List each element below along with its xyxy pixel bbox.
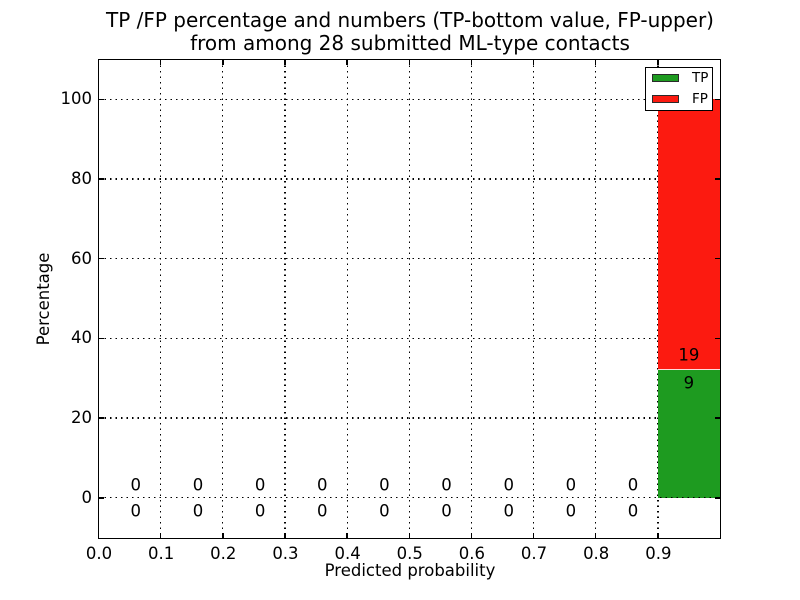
y-tick-mark bbox=[715, 337, 720, 340]
tp-count-label: 0 bbox=[503, 501, 514, 521]
y-tick-mark bbox=[98, 337, 104, 340]
fp-count-label: 0 bbox=[379, 475, 390, 495]
bar-segment-fp bbox=[657, 99, 720, 370]
tp-count-label: 0 bbox=[192, 501, 204, 521]
y-tick-label: 100 bbox=[60, 89, 93, 109]
tp-count-label: 9 bbox=[683, 373, 695, 393]
y-tick-mark bbox=[98, 98, 104, 101]
x-tick-mark bbox=[346, 59, 348, 65]
plot-area: 0 0 0 0 0 0 0 0 0 0 0 0 0 0 0 0 0 0 19 9 bbox=[97, 58, 721, 539]
chart-title-line1: TP /FP percentage and numbers (TP-bottom… bbox=[106, 8, 714, 32]
x-tick-mark bbox=[346, 533, 348, 538]
y-tick-mark bbox=[715, 98, 720, 101]
y-tick-mark bbox=[715, 257, 720, 260]
v-gridline bbox=[470, 59, 473, 538]
fp-count-label: 0 bbox=[565, 475, 577, 495]
legend-item-tp: TP bbox=[646, 68, 712, 89]
fp-count-label: 0 bbox=[627, 475, 639, 495]
tp-count-label: 0 bbox=[316, 501, 328, 521]
fp-swatch-icon bbox=[652, 95, 679, 103]
legend-label-tp: TP bbox=[692, 70, 709, 86]
fp-count-label: 19 bbox=[678, 345, 700, 365]
x-tick-mark bbox=[470, 59, 473, 65]
y-tick-mark bbox=[98, 257, 104, 260]
x-tick-mark bbox=[532, 59, 535, 65]
tp-count-label: 0 bbox=[565, 501, 577, 521]
y-tick-label: 80 bbox=[71, 169, 92, 189]
x-tick-mark bbox=[470, 533, 473, 538]
v-gridline bbox=[408, 59, 410, 538]
x-tick-label: 0.8 bbox=[583, 544, 610, 563]
x-tick-mark bbox=[97, 59, 100, 65]
legend: TP FP bbox=[645, 66, 713, 111]
v-gridline bbox=[160, 59, 162, 538]
tp-count-label: 0 bbox=[627, 501, 639, 521]
y-tick-mark bbox=[98, 178, 104, 180]
y-tick-mark bbox=[715, 178, 720, 180]
fp-count-label: 0 bbox=[254, 475, 266, 495]
tp-count-label: 0 bbox=[379, 501, 390, 521]
y-tick-label: 0 bbox=[81, 487, 93, 507]
y-tick-label: 60 bbox=[71, 248, 92, 268]
x-tick-label: 0.5 bbox=[396, 544, 423, 563]
fp-count-label: 0 bbox=[441, 475, 452, 495]
v-gridline bbox=[346, 59, 348, 538]
tp-count-label: 0 bbox=[441, 501, 452, 521]
x-tick-label: 0.2 bbox=[210, 544, 237, 563]
x-tick-mark bbox=[159, 533, 162, 538]
x-tick-mark bbox=[657, 59, 659, 65]
x-tick-mark bbox=[222, 533, 224, 538]
x-axis-label: Predicted probability bbox=[324, 561, 496, 580]
tp-count-label: 0 bbox=[130, 501, 142, 521]
chart-title: TP /FP percentage and numbers (TP-bottom… bbox=[99, 9, 721, 54]
x-tick-label: 0.4 bbox=[334, 544, 361, 563]
x-tick-mark bbox=[408, 59, 410, 65]
y-tick-label: 40 bbox=[71, 328, 92, 348]
x-tick-mark bbox=[408, 533, 410, 538]
tp-swatch-icon bbox=[652, 74, 679, 82]
x-tick-mark bbox=[284, 59, 286, 65]
v-gridline bbox=[532, 59, 535, 538]
y-tick-mark bbox=[715, 417, 720, 419]
x-tick-label: 0.7 bbox=[520, 544, 548, 563]
fp-count-label: 0 bbox=[130, 475, 142, 495]
v-gridline bbox=[595, 59, 597, 538]
y-tick-mark bbox=[98, 497, 104, 499]
y-tick-mark bbox=[98, 417, 104, 419]
x-tick-mark bbox=[97, 533, 100, 538]
bar-segment-seam bbox=[657, 369, 720, 371]
x-tick-mark bbox=[657, 533, 659, 538]
tp-count-label: 0 bbox=[254, 501, 266, 521]
zero-gridline-overlay bbox=[98, 497, 720, 499]
x-tick-mark bbox=[222, 59, 224, 65]
v-gridline bbox=[284, 59, 286, 538]
y-tick-label: 20 bbox=[71, 408, 92, 428]
x-tick-label: 0.3 bbox=[272, 544, 299, 563]
legend-label-fp: FP bbox=[692, 91, 708, 107]
x-tick-mark bbox=[284, 533, 286, 538]
legend-item-fp: FP bbox=[646, 89, 712, 110]
x-tick-label: 0.9 bbox=[645, 544, 672, 563]
x-tick-label: 0.1 bbox=[148, 544, 175, 563]
x-tick-mark bbox=[594, 533, 597, 538]
y-tick-mark bbox=[715, 497, 720, 499]
x-tick-label: 0.6 bbox=[458, 544, 486, 563]
bar-segment-tp bbox=[657, 369, 720, 498]
y-axis-label: Percentage bbox=[34, 252, 53, 346]
fp-count-label: 0 bbox=[192, 475, 204, 495]
x-tick-mark bbox=[594, 59, 597, 65]
fp-count-label: 0 bbox=[503, 475, 514, 495]
x-tick-mark bbox=[532, 533, 535, 538]
x-tick-mark bbox=[159, 59, 162, 65]
chart-title-line2: from among 28 submitted ML-type contacts bbox=[190, 30, 630, 55]
fp-count-label: 0 bbox=[316, 475, 328, 495]
x-tick-label: 0.0 bbox=[85, 544, 113, 563]
v-gridline bbox=[222, 59, 224, 538]
